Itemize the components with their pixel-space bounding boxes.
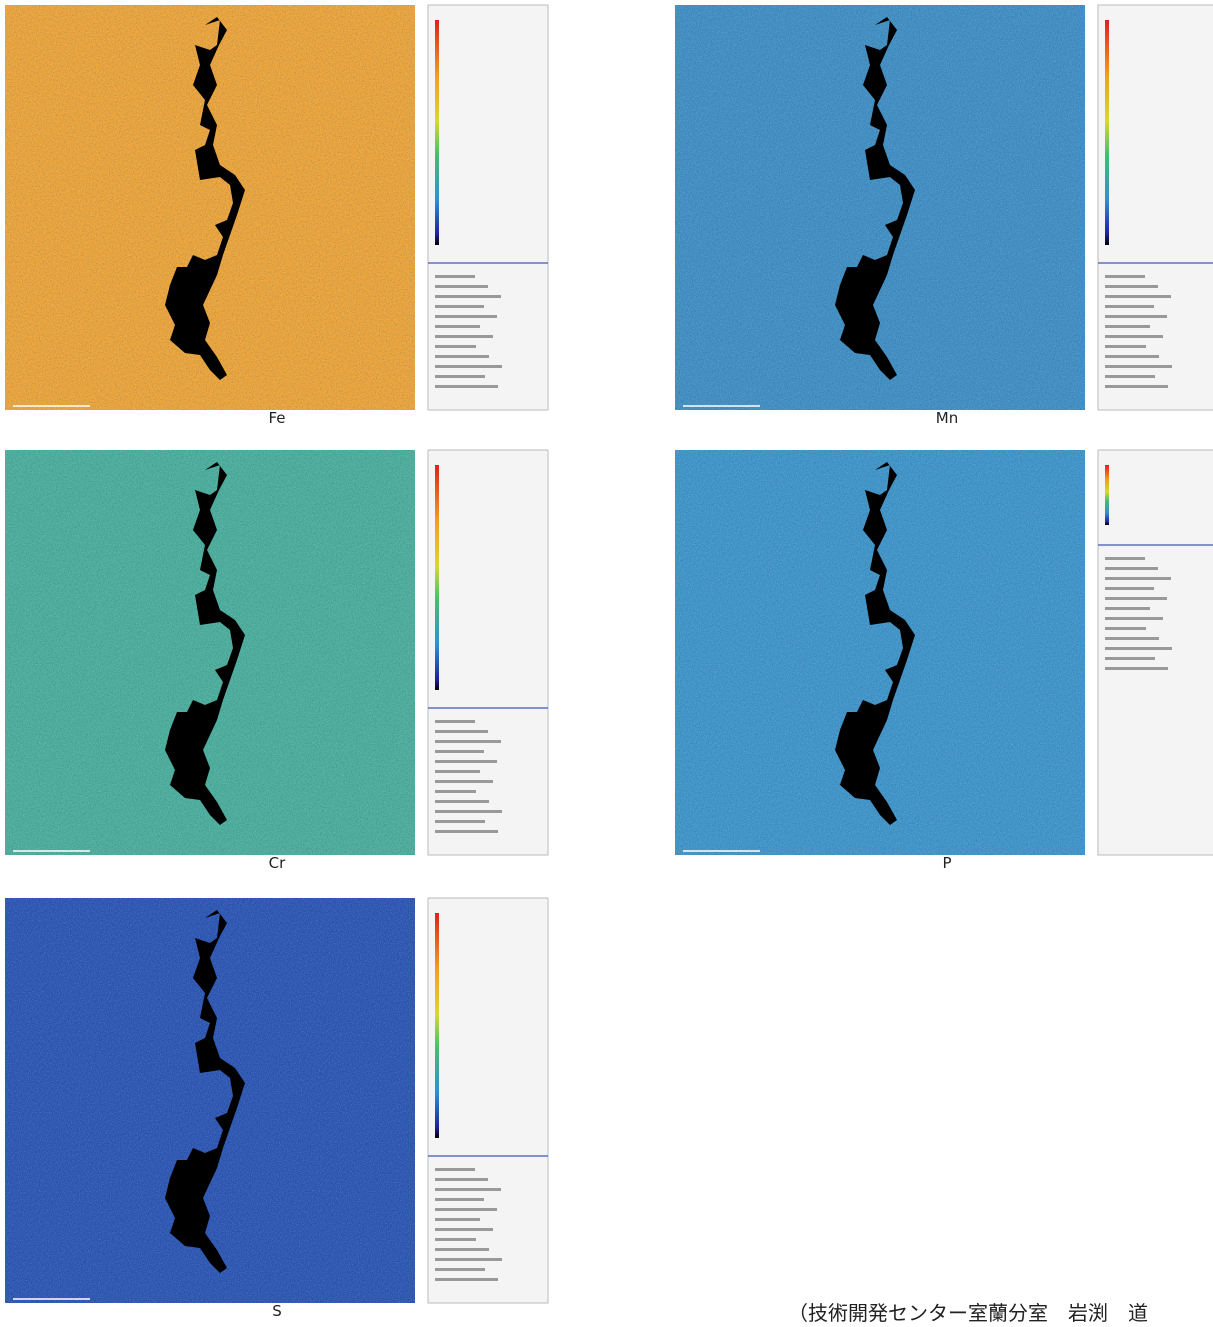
legend-text-line [435, 830, 498, 833]
legend-panel [1097, 449, 1213, 856]
legend-text-line [1105, 315, 1167, 318]
legend-text-line [1105, 355, 1159, 358]
panel-caption: Fe [268, 409, 285, 427]
legend-text-line [435, 1268, 485, 1271]
element-map-panel: Cr [5, 449, 549, 872]
legend-text-line [435, 355, 489, 358]
legend-text-line [1105, 637, 1159, 640]
legend-text-line [1105, 325, 1150, 328]
legend-panel [427, 4, 549, 411]
legend-text-line [435, 760, 497, 763]
legend-text-line [1105, 617, 1163, 620]
legend-text-line [1105, 295, 1171, 298]
legend-text-line [435, 325, 480, 328]
legend-text-line [435, 1208, 497, 1211]
legend-text-line [435, 780, 493, 783]
legend-text-line [435, 295, 501, 298]
legend-panel [1097, 4, 1213, 411]
legend-text-line [435, 1278, 498, 1281]
legend-text-line [435, 820, 485, 823]
color-scale [435, 20, 439, 245]
legend-text-line [1105, 365, 1172, 368]
legend-text-line [435, 790, 476, 793]
legend-text-line [1105, 345, 1146, 348]
legend-text-line [1105, 627, 1146, 630]
legend-text-line [435, 720, 475, 723]
legend-panel [427, 449, 549, 856]
legend-text-line [1105, 385, 1168, 388]
legend-text-line [435, 800, 489, 803]
color-scale [435, 913, 439, 1138]
legend-text-line [435, 335, 493, 338]
legend-text-line [1105, 657, 1155, 660]
legend-text-line [1105, 557, 1145, 560]
legend-text-line [1105, 647, 1172, 650]
panel-caption: Cr [269, 854, 286, 872]
panel-caption: S [272, 1302, 282, 1320]
legend-text-line [435, 1228, 493, 1231]
legend-text-line [1105, 285, 1158, 288]
legend-text-line [435, 1248, 489, 1251]
legend-text-line [435, 385, 498, 388]
element-map-panel: Mn [675, 4, 1213, 427]
legend-text-line [435, 1168, 475, 1171]
color-scale [1105, 20, 1109, 245]
legend-text-line [435, 305, 484, 308]
legend-text-line [435, 740, 501, 743]
legend-panel [427, 897, 549, 1304]
element-map-panel: S [5, 897, 549, 1320]
legend-text-line [1105, 587, 1154, 590]
legend-text-line [1105, 305, 1154, 308]
legend-text-line [435, 365, 502, 368]
legend-text-line [1105, 667, 1168, 670]
legend-text-line [1105, 607, 1150, 610]
legend-text-line [435, 730, 488, 733]
credit: （技術開発センター室蘭分室 岩渕 道 [788, 1301, 1148, 1325]
element-map-panel: P [675, 449, 1213, 872]
legend-text-line [1105, 567, 1158, 570]
legend-text-line [435, 1178, 488, 1181]
panel-caption: Mn [936, 409, 958, 427]
legend-text-line [435, 1218, 480, 1221]
legend-text-line [435, 375, 485, 378]
legend-text-line [435, 1198, 484, 1201]
legend-text-line [435, 285, 488, 288]
legend-text-line [435, 275, 475, 278]
color-scale [435, 465, 439, 690]
legend-text-line [1105, 275, 1145, 278]
legend-text-line [435, 770, 480, 773]
element-map-panel: Fe [5, 4, 549, 427]
legend-text-line [1105, 597, 1167, 600]
legend-text-line [1105, 375, 1155, 378]
panel-caption: P [942, 854, 951, 872]
legend-text-line [435, 1188, 501, 1191]
legend-text-line [435, 750, 484, 753]
legend-text-line [435, 345, 476, 348]
legend-text-line [435, 1238, 476, 1241]
color-scale [1105, 465, 1109, 525]
legend-text-line [1105, 577, 1171, 580]
legend-text-line [435, 315, 497, 318]
legend-text-line [435, 810, 502, 813]
legend-text-line [435, 1258, 502, 1261]
legend-text-line [1105, 335, 1163, 338]
